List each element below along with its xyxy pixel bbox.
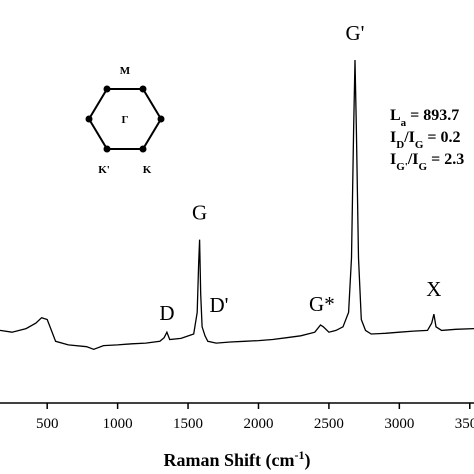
x-tick-label: 1000 — [103, 416, 133, 432]
x-axis-label-part: Raman Shift (cm — [164, 450, 295, 471]
stats-text: La = 893.7 — [390, 107, 459, 129]
inset-dots — [85, 85, 165, 153]
x-axis-label-part: ) — [305, 450, 311, 471]
stats-text: ID/IG = 0.2 — [390, 129, 461, 151]
stats-text-part: /I — [403, 129, 415, 146]
stats-text-part: G — [415, 139, 424, 151]
peak-label: G* — [309, 292, 335, 316]
stats-text-part: G' — [396, 161, 408, 173]
stats-text-part: L — [390, 107, 401, 124]
stats-text-part: = 0.2 — [423, 129, 460, 146]
stats-text-part: = 2.3 — [427, 151, 464, 168]
stats-text-part: I — [390, 129, 396, 146]
inset-label: K' — [98, 164, 110, 176]
inset-label: M — [120, 65, 131, 77]
x-axis-label-part: -1 — [295, 448, 305, 462]
x-tick-label: 2000 — [243, 416, 273, 432]
stats-text-part: /I — [407, 151, 419, 168]
inset-label: K — [143, 164, 152, 176]
stats-text-part: = 893.7 — [406, 107, 459, 124]
x-tick-label: 2500 — [314, 416, 344, 432]
peak-label: X — [426, 277, 441, 301]
stats-text-part: G — [419, 161, 428, 173]
stats-text: IG'/IG = 2.3 — [390, 151, 464, 173]
inset-label: Γ — [122, 114, 129, 126]
spectrum-line — [0, 59, 474, 350]
stats-text-part: a — [401, 117, 407, 129]
peak-label: D — [159, 301, 174, 325]
x-tick-label: 3500 — [455, 416, 474, 432]
peak-label: D' — [209, 293, 228, 317]
x-tick-label: 1500 — [173, 416, 203, 432]
x-tick-label: 500 — [36, 416, 59, 432]
x-axis-label: Raman Shift (cm-1) — [164, 448, 311, 471]
stats-text-part: D — [396, 139, 404, 151]
stats-text-part: I — [390, 151, 396, 168]
peak-label: G' — [345, 21, 364, 45]
peak-label: G — [192, 201, 207, 225]
x-tick-label: 3000 — [384, 416, 414, 432]
